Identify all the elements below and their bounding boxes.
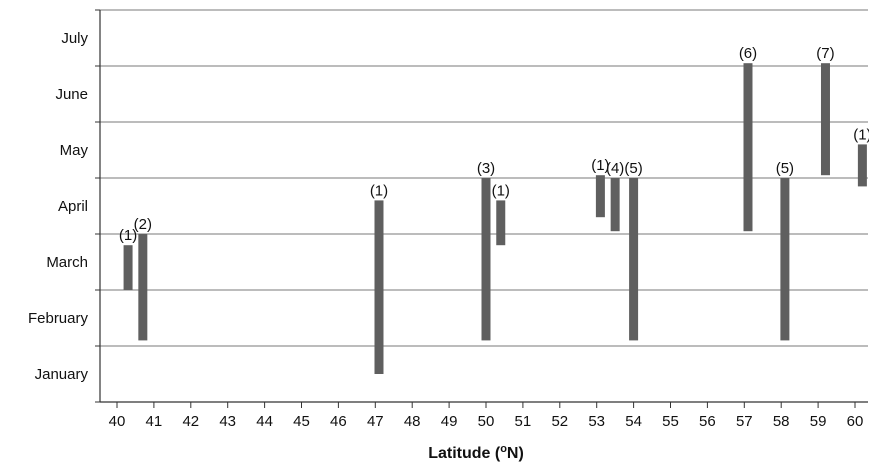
- bar-label: (5): [776, 160, 794, 177]
- y-tick-label: July: [61, 30, 88, 47]
- x-tick-label: 42: [182, 413, 199, 430]
- range-bar: [595, 175, 605, 218]
- x-tick-label: 49: [441, 413, 458, 430]
- y-tick-label: June: [55, 86, 88, 103]
- y-tick-label: March: [46, 254, 88, 271]
- x-axis-title-sup: o: [500, 443, 507, 455]
- range-bar: [629, 178, 639, 341]
- bar-label: (2): [134, 216, 152, 233]
- bar-label: (1): [119, 227, 137, 244]
- x-tick-label: 60: [847, 413, 864, 430]
- x-tick-label: 47: [367, 413, 384, 430]
- y-tick-label: February: [28, 310, 89, 327]
- range-bar: [123, 245, 133, 290]
- bar-label: (3): [477, 160, 495, 177]
- x-tick-label: 55: [662, 413, 679, 430]
- range-bar: [610, 178, 620, 232]
- range-bar: [138, 234, 148, 341]
- y-tick-labels: January February March April May June July: [28, 30, 89, 383]
- bar-label: (1): [370, 182, 388, 199]
- x-tick-label: 50: [478, 413, 495, 430]
- x-tick-label: 54: [625, 413, 642, 430]
- bar-label: (1): [591, 157, 609, 174]
- x-tick-label: 48: [404, 413, 421, 430]
- x-tick-label: 43: [219, 413, 236, 430]
- bar-label: (6): [739, 45, 757, 62]
- range-bar: [743, 63, 753, 232]
- x-tick-label: 40: [109, 413, 126, 430]
- x-tick-label: 41: [146, 413, 163, 430]
- x-tick-label: 44: [256, 413, 273, 430]
- bar-label: (1): [853, 126, 869, 143]
- bar-label: (7): [816, 45, 834, 62]
- y-tick-label: January: [35, 366, 89, 383]
- x-tick-label: 57: [736, 413, 753, 430]
- bar-label: (1): [492, 182, 510, 199]
- x-tick-label: 52: [551, 413, 568, 430]
- bar-count-labels: (1)(2)(1)(3)(1)(1)(4)(5)(6)(5)(7)(1): [119, 45, 869, 244]
- range-bar: [820, 63, 830, 176]
- y-tick-label: May: [60, 142, 89, 159]
- tick-marks: [95, 9, 856, 408]
- x-tick-labels: 40 41 42 43 44 45 46 47 48 49 50 51 52 53 54 55 56 57 58 59…: [109, 413, 864, 430]
- x-tick-label: 58: [773, 413, 790, 430]
- x-tick-label: 53: [588, 413, 605, 430]
- range-bar: [374, 200, 384, 374]
- x-tick-label: 59: [810, 413, 827, 430]
- x-tick-label: 56: [699, 413, 716, 430]
- x-tick-label: 46: [330, 413, 347, 430]
- range-bar: [857, 144, 867, 187]
- range-bar: [496, 200, 506, 246]
- range-bar: [481, 178, 491, 341]
- x-tick-label: 45: [293, 413, 310, 430]
- x-axis-title-suffix: N): [507, 445, 524, 462]
- bar-label: (5): [624, 160, 642, 177]
- x-axis-title-text: Latitude (: [428, 445, 501, 462]
- bar-label: (4): [606, 160, 624, 177]
- range-bars: [123, 63, 867, 374]
- y-tick-label: April: [58, 198, 88, 215]
- x-tick-label: 51: [515, 413, 532, 430]
- range-bar: [780, 178, 790, 341]
- x-axis-title: Latitude (oN): [428, 443, 524, 462]
